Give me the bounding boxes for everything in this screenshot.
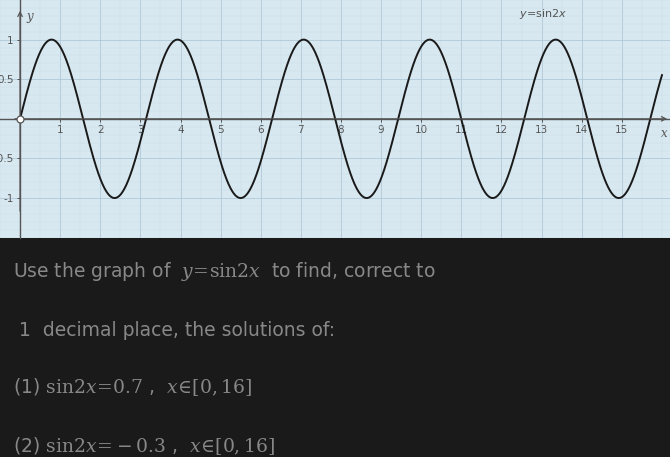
Text: $y\!=\!\mathrm{sin}2x$: $y\!=\!\mathrm{sin}2x$: [519, 7, 568, 21]
Text: x: x: [661, 127, 667, 140]
Text: y: y: [26, 11, 33, 23]
Text: (2) $\mathrm{sin}2x\!=\!-0.3$ ,  $x\!\in\![0,16]$: (2) $\mathrm{sin}2x\!=\!-0.3$ , $x\!\in\…: [13, 435, 275, 457]
Text: Use the graph of  $y\!=\!\mathrm{sin}2x$  to find, correct to: Use the graph of $y\!=\!\mathrm{sin}2x$ …: [13, 260, 436, 282]
Text: (1) $\mathrm{sin}2x\!=\!0.7$ ,  $x\!\in\![0,16]$: (1) $\mathrm{sin}2x\!=\!0.7$ , $x\!\in\!…: [13, 376, 253, 398]
Text: 1  decimal place, the solutions of:: 1 decimal place, the solutions of:: [13, 321, 336, 340]
